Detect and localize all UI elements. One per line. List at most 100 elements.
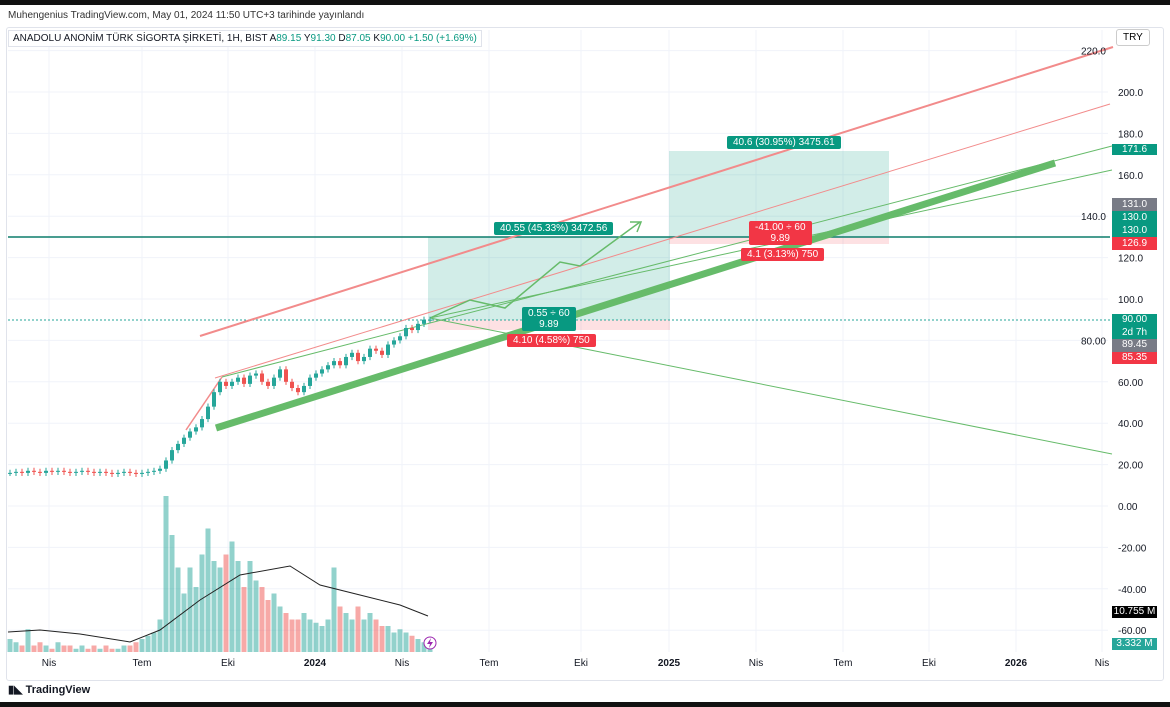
volume-bar — [133, 642, 139, 652]
symbol-name: ANADOLU ANONİM TÜRK SİGORTA ŞİRKETİ, 1H,… — [13, 33, 268, 44]
tag-85: 85.35 — [1112, 351, 1157, 364]
volume-bar — [409, 635, 415, 652]
position-2-info-label[interactable]: -41.00 ÷ 60 9.89 — [749, 221, 812, 245]
mid-channel-line[interactable] — [214, 103, 1111, 379]
volume-bar — [151, 632, 157, 652]
price-tick: -20.00 — [1118, 543, 1147, 554]
impulse-line[interactable] — [185, 376, 223, 431]
candle-body — [296, 388, 300, 393]
candle-body — [368, 348, 372, 357]
price-tick: 20.00 — [1118, 461, 1143, 472]
candle-body — [362, 356, 366, 362]
time-tick: Nis — [1095, 658, 1109, 669]
volume-bar — [73, 648, 79, 652]
tradingview-logo: ▮◣ TradingView — [8, 683, 90, 696]
position-2-target-label[interactable]: 40.6 (30.95%) 3475.61 — [727, 136, 841, 149]
candle-body — [248, 375, 252, 384]
volume-bar — [169, 535, 175, 652]
bar-countdown: 2d 7h — [1112, 326, 1157, 339]
candle-body — [218, 381, 222, 393]
volume-bar — [109, 648, 115, 652]
volume-bar — [229, 541, 235, 652]
projection-arrow-icon — [630, 221, 643, 233]
candle-body — [50, 470, 54, 472]
tag-130-a: 130.0 — [1112, 211, 1157, 224]
candle-body — [416, 323, 420, 331]
candle-body — [128, 471, 132, 473]
candle-body — [116, 472, 120, 474]
volume-ma-line — [7, 565, 429, 643]
volume-bar — [121, 645, 127, 652]
volume-bar — [49, 648, 55, 652]
candle-body — [98, 471, 102, 473]
time-tick: Eki — [574, 658, 588, 669]
upper-channel-line[interactable] — [199, 46, 1114, 337]
candle-body — [314, 373, 318, 378]
volume-bar — [247, 561, 253, 652]
price-tick: 0.00 — [1118, 502, 1138, 513]
top-bar — [0, 0, 1170, 5]
time-tick: Nis — [42, 658, 56, 669]
volume-bar — [205, 528, 211, 652]
green-upper-line[interactable] — [221, 145, 1113, 378]
close-label: K — [373, 33, 381, 44]
low-label: D — [338, 33, 346, 44]
volume-tag: 3.332 M — [1112, 638, 1157, 650]
volume-bar — [277, 606, 283, 652]
candle-body — [62, 470, 66, 472]
candle-body — [374, 348, 378, 351]
candle-body — [164, 460, 168, 469]
volume-bar — [91, 645, 97, 652]
candle-body — [56, 470, 60, 472]
candle-body — [422, 319, 426, 324]
volume-bar — [97, 648, 103, 652]
candle-body — [326, 365, 330, 370]
time-tick: Tem — [834, 658, 853, 669]
candle-body — [392, 340, 396, 345]
position-2-qty: -41.00 ÷ 60 — [755, 222, 806, 233]
position-1-info-label[interactable]: 0.55 ÷ 60 9.89 — [522, 307, 576, 331]
volume-bar — [265, 600, 271, 652]
position-1-qty: 0.55 ÷ 60 — [528, 308, 570, 319]
volume-bar — [223, 554, 229, 652]
position-2-ratio: 9.89 — [770, 233, 790, 244]
candle-body — [224, 381, 228, 386]
position-1-stop-label[interactable]: 4.10 (4.58%) 750 — [507, 334, 596, 347]
volume-bar — [391, 632, 397, 652]
candle-body — [344, 356, 348, 366]
volume-bar — [25, 629, 31, 652]
candle-body — [302, 385, 306, 393]
low-value: 87.05 — [345, 33, 371, 44]
tag-171: 171.6 — [1112, 144, 1157, 155]
volume-bar — [289, 619, 295, 652]
support-trendline[interactable] — [214, 159, 1057, 432]
time-tick: Tem — [480, 658, 499, 669]
price-tick: 160.0 — [1118, 171, 1143, 182]
position-2-stop-label[interactable]: 4.1 (3.13%) 750 — [741, 248, 825, 261]
volume-bar — [217, 567, 223, 652]
candle-body — [20, 471, 24, 473]
candle-body — [350, 352, 354, 357]
open-value: 89.15 — [276, 33, 302, 44]
bottom-bar — [0, 702, 1170, 707]
candle-body — [122, 471, 126, 473]
price-tick: 140.0 — [1081, 212, 1106, 223]
candle-body — [338, 361, 342, 366]
candle-body — [212, 392, 216, 407]
volume-bar — [175, 567, 181, 652]
volume-bar — [13, 642, 19, 652]
currency-button[interactable]: TRY — [1116, 29, 1150, 46]
volume-bar — [67, 645, 73, 652]
projection-path[interactable] — [429, 221, 641, 319]
volume-bar — [331, 567, 337, 652]
candle-body — [200, 419, 204, 428]
close-value: 90.00 — [380, 33, 406, 44]
price-tick: 100.0 — [1118, 295, 1143, 306]
candle-body — [68, 471, 72, 473]
position-1-target-label[interactable]: 40.55 (45.33%) 3472.56 — [494, 222, 614, 235]
volume-bar — [211, 561, 217, 652]
candle-body — [104, 471, 108, 473]
lightning-icon[interactable] — [423, 636, 437, 650]
candle-body — [242, 377, 246, 384]
